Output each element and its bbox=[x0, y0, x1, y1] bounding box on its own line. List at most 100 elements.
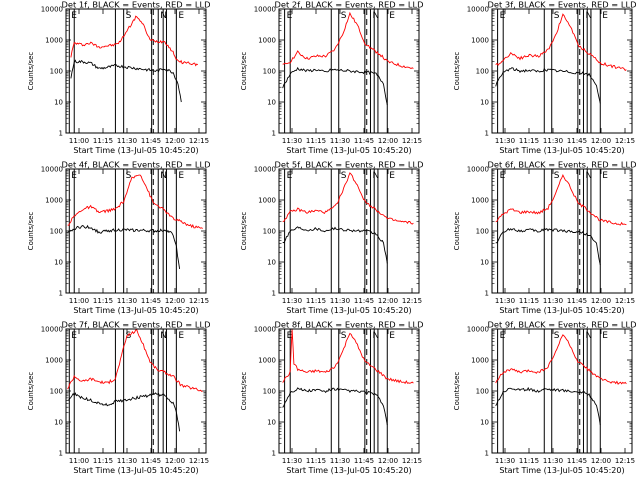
y-tick-label: 100 bbox=[476, 228, 489, 236]
series-line-events bbox=[495, 386, 601, 426]
panel-title: Det 4f, BLACK = Events, RED = LLD bbox=[62, 160, 211, 170]
marker-label: E bbox=[178, 331, 184, 341]
marker-label: E bbox=[500, 11, 506, 21]
y-tick-label: 1 bbox=[59, 450, 63, 458]
y-tick-label: 100 bbox=[50, 228, 63, 236]
y-tick-label: 10000 bbox=[254, 6, 276, 14]
x-tick-label: 11:45 bbox=[567, 297, 587, 305]
plot-frame bbox=[278, 8, 420, 134]
x-tick-label: 11:15 bbox=[306, 457, 326, 465]
series-line-lld bbox=[282, 11, 414, 70]
marker-label: E bbox=[178, 171, 184, 181]
x-tick-label: 12:00 bbox=[378, 457, 398, 465]
y-tick-label: 10 bbox=[54, 419, 63, 427]
panel-title: Det 6f, BLACK = Events, RED = LLD bbox=[488, 160, 637, 170]
plot-frame bbox=[491, 8, 633, 134]
y-tick-label: 100 bbox=[263, 68, 276, 76]
x-tick-label: 11:45 bbox=[141, 457, 161, 465]
panel-title: Det 9f, BLACK = Events, RED = LLD bbox=[488, 320, 637, 330]
y-tick-label: 100 bbox=[476, 68, 489, 76]
y-tick-label: 100 bbox=[476, 388, 489, 396]
y-tick-label: 1 bbox=[272, 450, 276, 458]
y-tick-label: 1 bbox=[485, 450, 489, 458]
series-line-lld bbox=[67, 329, 203, 392]
x-tick-label: 11:00 bbox=[69, 137, 89, 145]
x-tick-label: 12:15 bbox=[615, 297, 635, 305]
y-tick-label: 10000 bbox=[254, 166, 276, 174]
x-tick-label: 12:00 bbox=[378, 137, 398, 145]
marker-label: N bbox=[585, 331, 592, 341]
x-tick-label: 11:15 bbox=[93, 297, 113, 305]
panel-1: Det 1f, BLACK = Events, RED = LLD Counts/… bbox=[27, 0, 210, 155]
panel-3: Det 3f, BLACK = Events, RED = LLD Counts/… bbox=[453, 0, 636, 155]
plot-frame bbox=[491, 168, 633, 294]
marker-label: S bbox=[341, 11, 347, 21]
x-tick-label: 11:30 bbox=[495, 137, 515, 145]
y-tick-label: 10000 bbox=[467, 6, 489, 14]
x-tick-label: 12:00 bbox=[378, 297, 398, 305]
x-tick-label: 11:30 bbox=[282, 137, 302, 145]
marker-label: S bbox=[126, 11, 132, 21]
y-tick-label: 10 bbox=[267, 259, 276, 267]
y-tick-label: 1 bbox=[59, 130, 63, 138]
x-tick-label: 11:30 bbox=[495, 297, 515, 305]
marker-label: E bbox=[287, 171, 293, 181]
y-tick-label: 10 bbox=[480, 99, 489, 107]
series-line-events bbox=[282, 226, 388, 264]
series-line-events bbox=[67, 392, 181, 432]
series-line-events bbox=[282, 66, 388, 106]
series-line-events bbox=[495, 227, 601, 266]
x-tick-label: 11:00 bbox=[69, 297, 89, 305]
x-tick-label: 12:15 bbox=[189, 297, 209, 305]
series-line-events bbox=[67, 224, 181, 269]
y-tick-label: 1000 bbox=[45, 37, 63, 45]
x-tick-label: 11:45 bbox=[354, 137, 374, 145]
panel-title: Det 5f, BLACK = Events, RED = LLD bbox=[275, 160, 424, 170]
y-axis-label: Counts/sec bbox=[27, 52, 35, 91]
plot-frame bbox=[491, 328, 633, 454]
x-tick-label: 11:30 bbox=[330, 137, 350, 145]
y-tick-label: 10000 bbox=[41, 326, 63, 334]
y-tick-label: 10000 bbox=[467, 166, 489, 174]
x-tick-label: 12:15 bbox=[189, 137, 209, 145]
plot-frame bbox=[65, 328, 207, 454]
panel-title: Det 2f, BLACK = Events, RED = LLD bbox=[275, 0, 424, 10]
x-axis-label: Start Time (13-Jul-05 10:45:20) bbox=[73, 146, 198, 155]
marker-label: S bbox=[554, 171, 560, 181]
series-line-events bbox=[495, 67, 601, 104]
x-tick-label: 11:15 bbox=[93, 457, 113, 465]
panel-5: Det 5f, BLACK = Events, RED = LLD Counts/… bbox=[240, 160, 423, 316]
panel-8: Det 8f, BLACK = Events, RED = LLD Counts/… bbox=[240, 320, 423, 476]
x-tick-label: 12:15 bbox=[615, 137, 635, 145]
x-tick-label: 11:30 bbox=[117, 137, 137, 145]
series-line-lld bbox=[70, 15, 199, 67]
y-tick-label: 100 bbox=[50, 68, 63, 76]
y-axis-label: Counts/sec bbox=[453, 372, 461, 411]
y-tick-label: 1000 bbox=[471, 197, 489, 205]
marker-label: E bbox=[602, 171, 608, 181]
marker-label: E bbox=[287, 331, 293, 341]
y-tick-label: 1000 bbox=[45, 357, 63, 365]
x-tick-label: 12:00 bbox=[591, 297, 611, 305]
marker-label: E bbox=[602, 11, 608, 21]
x-tick-label: 11:15 bbox=[306, 137, 326, 145]
x-tick-label: 11:30 bbox=[117, 297, 137, 305]
x-axis-label: Start Time (13-Jul-05 10:45:20) bbox=[286, 306, 411, 315]
series-line-lld bbox=[495, 13, 627, 71]
x-axis-label: Start Time (13-Jul-05 10:45:20) bbox=[499, 146, 624, 155]
y-tick-label: 1 bbox=[485, 130, 489, 138]
panel-title: Det 1f, BLACK = Events, RED = LLD bbox=[62, 0, 211, 10]
x-axis-label: Start Time (13-Jul-05 10:45:20) bbox=[73, 306, 198, 315]
y-tick-label: 1 bbox=[485, 290, 489, 298]
x-tick-label: 11:30 bbox=[543, 457, 563, 465]
marker-label: E bbox=[500, 171, 506, 181]
y-tick-label: 10000 bbox=[41, 6, 63, 14]
x-tick-label: 11:30 bbox=[282, 457, 302, 465]
series-line-lld bbox=[282, 329, 414, 385]
y-tick-label: 100 bbox=[263, 228, 276, 236]
plot-frame bbox=[278, 168, 420, 294]
marker-label: E bbox=[389, 11, 395, 21]
panel-title: Det 8f, BLACK = Events, RED = LLD bbox=[275, 320, 424, 330]
series-line-lld bbox=[282, 172, 414, 225]
x-tick-label: 12:00 bbox=[165, 137, 185, 145]
